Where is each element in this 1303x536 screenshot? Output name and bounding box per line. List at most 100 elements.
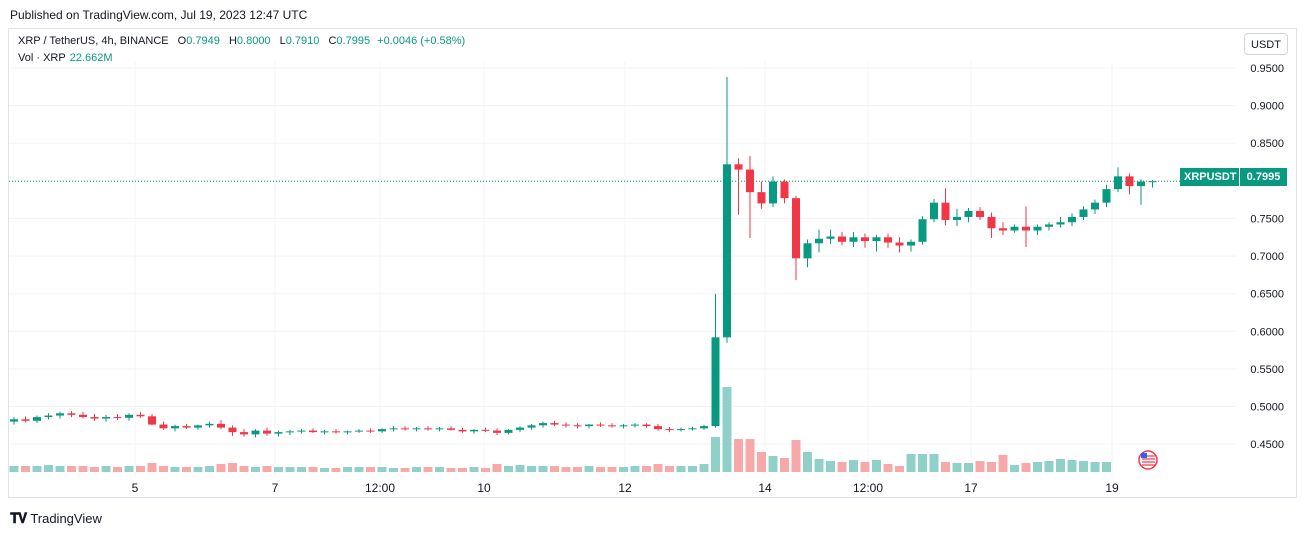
volume-bar — [1079, 461, 1088, 472]
symbol-label[interactable]: XRP / TetherUS, 4h, BINANCE — [18, 35, 169, 47]
volume-bar — [435, 467, 444, 472]
candle-body — [1125, 176, 1134, 187]
volume-bar — [676, 466, 686, 472]
candle-body — [21, 419, 30, 421]
candle-body — [700, 426, 708, 429]
price-tick-label: 0.6500 — [1250, 289, 1284, 301]
candle-body — [562, 424, 570, 426]
candle-body — [803, 243, 812, 259]
volume-bar — [446, 468, 456, 472]
volume-bar — [849, 460, 858, 472]
candle-body — [228, 427, 237, 433]
candle-body — [1022, 226, 1030, 231]
candle-body — [918, 219, 927, 242]
volume-bar — [331, 468, 341, 472]
us-flag-icon — [1138, 450, 1158, 470]
price-tick-label: 0.4500 — [1250, 439, 1284, 451]
volume-bar — [814, 459, 824, 472]
candle-body — [274, 432, 283, 434]
grid — [9, 62, 1236, 478]
price-tick-label: 0.9000 — [1250, 101, 1284, 113]
volume-bar — [124, 466, 134, 472]
candle-body — [608, 425, 616, 427]
candle-body — [815, 238, 823, 244]
candle-body — [838, 236, 846, 242]
high-value: 0.8000 — [236, 35, 271, 47]
candle-body — [711, 337, 720, 427]
price-tick-label: 0.7500 — [1250, 213, 1284, 225]
volume-bars — [9, 387, 1111, 472]
quote-currency-button[interactable]: USDT — [1244, 33, 1288, 55]
price-axis: 0.95000.90000.85000.80000.75000.70000.65… — [1250, 63, 1284, 451]
volume-bar — [320, 468, 329, 472]
volume-legend: Vol · XRP 22.662M — [18, 52, 113, 64]
candle-body — [723, 164, 731, 338]
volume-bar — [515, 465, 525, 472]
volume-bar — [228, 463, 237, 472]
volume-bar — [182, 467, 191, 472]
time-tick-label: 5 — [132, 481, 139, 495]
candle-body — [309, 430, 317, 433]
volume-bar — [630, 466, 640, 472]
volume-bar — [596, 467, 605, 472]
candle-body — [895, 242, 904, 246]
candle-body — [527, 425, 536, 428]
candle-body — [102, 417, 110, 419]
candle-body — [148, 416, 156, 425]
price-tick-label: 0.5000 — [1250, 402, 1284, 414]
open-label: O — [177, 35, 187, 47]
candle-body — [332, 431, 340, 433]
candle-body — [217, 423, 225, 428]
candle-body — [884, 237, 892, 243]
time-tick-label: 14 — [758, 481, 772, 495]
candle-body — [447, 428, 455, 430]
volume-bar — [136, 466, 145, 472]
volume-bar — [90, 467, 99, 472]
candle-body — [79, 414, 87, 418]
candle-body — [976, 210, 984, 217]
footer-brand[interactable]: 𝐓𝐕 TradingView — [10, 510, 102, 527]
volume-bar — [561, 467, 571, 472]
candle-body — [642, 424, 651, 427]
volume-bar — [297, 467, 306, 472]
volume-bar — [423, 467, 433, 472]
candle-body — [861, 237, 869, 242]
candle-body — [401, 428, 409, 430]
candle-body — [964, 210, 973, 217]
volume-bar — [688, 466, 697, 472]
candle-body — [757, 192, 766, 204]
candle-body — [205, 423, 214, 426]
candle-body — [930, 202, 938, 220]
volume-bar — [458, 468, 467, 472]
volume-bar — [400, 468, 410, 472]
candle-body — [539, 423, 547, 426]
volume-bar — [159, 466, 168, 472]
volume-bar — [469, 467, 479, 472]
volume-bar — [216, 464, 226, 472]
candle-body — [194, 425, 202, 428]
candle-body — [412, 428, 421, 430]
candle-body — [263, 430, 271, 434]
volume-bar — [768, 456, 778, 472]
candle-body — [1102, 189, 1111, 203]
candle-body — [941, 202, 950, 220]
price-tick-label: 0.9500 — [1250, 63, 1284, 75]
low-value: 0.7910 — [285, 35, 320, 47]
candle-body — [1091, 202, 1099, 210]
price-tick-label: 0.8500 — [1250, 138, 1284, 150]
volume-bar — [1033, 462, 1042, 472]
volume-bar — [527, 466, 536, 472]
candle-body — [688, 428, 697, 430]
candle-body — [1068, 216, 1076, 223]
price-tick-label: 0.7000 — [1250, 251, 1284, 263]
flag-canton — [1141, 453, 1147, 458]
change-value: +0.0046 (+0.58%) — [377, 35, 466, 47]
candle-body — [769, 181, 777, 204]
volume-bar — [55, 466, 65, 472]
volume-bar — [1090, 462, 1100, 472]
volume-bar — [32, 466, 42, 472]
volume-bar — [722, 387, 732, 472]
volume-label: Vol · XRP — [18, 52, 66, 64]
candle-body — [171, 426, 179, 429]
